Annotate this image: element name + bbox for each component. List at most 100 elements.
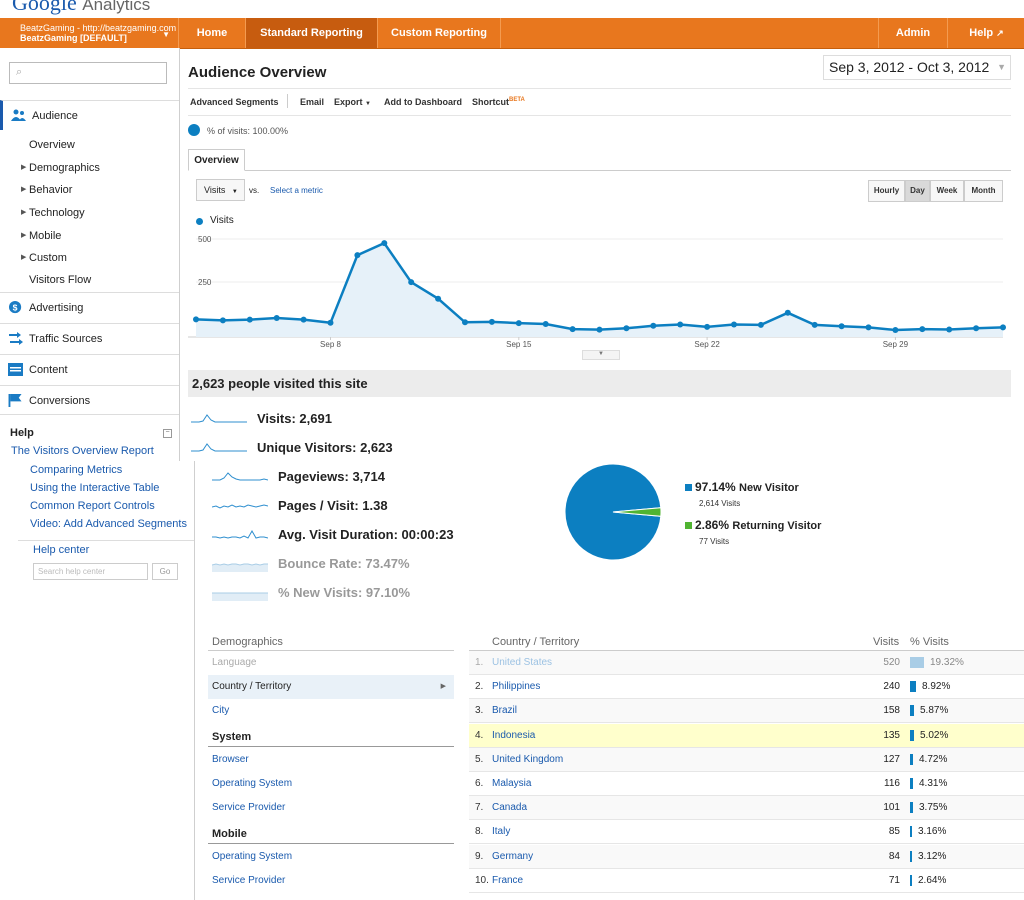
country-link[interactable]: Indonesia [492, 729, 536, 741]
sidebar-search-input[interactable]: ⌕ [9, 62, 167, 84]
collapse-icon[interactable]: − [163, 429, 172, 438]
metric--new-visits[interactable]: % New Visits: 97.10% [278, 585, 410, 600]
chart-resize-handle[interactable]: ▼ [582, 350, 620, 360]
sidebar-subitem-visitors-flow[interactable]: Visitors Flow [29, 274, 92, 286]
sidebar-subitem-custom[interactable]: ▶ Custom [0, 247, 179, 269]
email-button[interactable]: Email [300, 97, 325, 107]
data-point[interactable] [193, 316, 199, 323]
date-range-picker[interactable]: Sep 3, 2012 - Oct 3, 2012 ▼ [823, 55, 1011, 80]
system-operating-system[interactable]: Operating System [212, 778, 293, 789]
col-pct-visits[interactable]: % Visits [910, 636, 949, 648]
data-point[interactable] [623, 325, 630, 332]
country-link[interactable]: Brazil [492, 705, 518, 717]
visitor-type-pie-chart[interactable] [562, 462, 666, 562]
help-link-comparing-metrics[interactable]: Comparing Metrics [30, 464, 123, 476]
demographic-city[interactable]: City [212, 705, 230, 716]
data-point[interactable] [946, 326, 953, 333]
table-row[interactable]: 2. Philippines 240 8.92% [469, 675, 1024, 700]
sidebar-item-advertising[interactable]: $ Advertising [0, 292, 179, 322]
advanced-segments-button[interactable]: Advanced Segments [190, 97, 279, 107]
metric-pages-visit[interactable]: Pages / Visit: 1.38 [278, 498, 388, 513]
tab-overview[interactable]: Overview [188, 149, 245, 171]
table-row[interactable]: 10. France 71 2.64% [469, 869, 1024, 893]
data-point[interactable] [865, 324, 872, 331]
granularity-week[interactable]: Week [930, 180, 964, 202]
shortcut-button[interactable]: ShortcutBETA [472, 97, 525, 107]
help-link-report-controls[interactable]: Common Report Controls [30, 500, 155, 512]
sidebar-subitem-mobile[interactable]: ▶ Mobile [0, 225, 179, 247]
sidebar-subitem-overview[interactable]: Overview [29, 139, 75, 151]
sidebar-subitem-demographics[interactable]: ▶ Demographics [0, 157, 179, 179]
system-service-provider[interactable]: Service Provider [212, 802, 286, 813]
mobile-service-provider[interactable]: Service Provider [212, 875, 286, 886]
table-row[interactable]: 7. Canada 101 3.75% [469, 796, 1024, 821]
help-link[interactable]: Help ↗ [947, 18, 1024, 48]
sidebar-item-conversions[interactable]: Conversions [0, 385, 179, 415]
account-selector[interactable]: BeatzGaming - http://beatzgaming.com Bea… [0, 18, 178, 48]
mobile-operating-system[interactable]: Operating System [212, 851, 293, 862]
help-search-go-button[interactable]: Go [152, 563, 178, 580]
google-analytics-logo[interactable]: Google Analytics [12, 0, 151, 15]
table-row[interactable]: 1. United States 520 19.32% [469, 651, 1024, 675]
table-row[interactable]: 4. Indonesia 135 5.02% [469, 723, 1024, 748]
tab-home[interactable]: Home [178, 18, 245, 48]
data-point[interactable] [569, 326, 576, 333]
system-browser[interactable]: Browser [212, 754, 249, 765]
data-point[interactable] [650, 322, 657, 329]
data-point[interactable] [757, 321, 764, 328]
help-link-video-segments[interactable]: Video: Add Advanced Segments [30, 518, 187, 530]
metric-unique-visitors[interactable]: Unique Visitors: 2,623 [257, 440, 393, 455]
data-point[interactable] [219, 317, 226, 324]
sidebar-subitem-technology[interactable]: ▶ Technology [0, 202, 179, 224]
country-link[interactable]: Malaysia [492, 778, 532, 789]
table-row[interactable]: 9. Germany 84 3.12% [469, 844, 1024, 869]
data-point[interactable] [273, 314, 280, 321]
country-link[interactable]: Philippines [492, 681, 541, 693]
data-point[interactable] [515, 320, 522, 327]
granularity-hourly[interactable]: Hourly [868, 180, 905, 202]
data-point[interactable] [811, 321, 818, 328]
data-point[interactable] [462, 319, 468, 326]
country-link[interactable]: United States [492, 657, 553, 668]
data-point[interactable] [1000, 324, 1006, 331]
tab-standard-reporting[interactable]: Standard Reporting [245, 18, 377, 48]
data-point[interactable] [354, 252, 361, 259]
add-to-dashboard-button[interactable]: Add to Dashboard [384, 97, 462, 107]
select-metric-link[interactable]: Select a metric [270, 186, 323, 195]
table-row[interactable]: 3. Brazil 158 5.87% [469, 699, 1024, 724]
sidebar-item-content[interactable]: Content [0, 354, 179, 384]
metric-visits[interactable]: Visits: 2,691 [257, 411, 332, 426]
sidebar-item-audience[interactable]: Audience [0, 100, 179, 130]
table-row[interactable]: 6. Malaysia 116 4.31% [469, 772, 1024, 796]
country-link[interactable]: United Kingdom [492, 753, 564, 765]
data-point[interactable] [596, 326, 603, 333]
data-point[interactable] [973, 325, 980, 332]
granularity-day[interactable]: Day [905, 180, 930, 202]
help-center-link[interactable]: Help center [33, 544, 90, 556]
data-point[interactable] [677, 321, 684, 328]
granularity-month[interactable]: Month [964, 180, 1003, 202]
export-button[interactable]: Export ▼ [334, 97, 371, 107]
metric-bounce-rate[interactable]: Bounce Rate: 73.47% [278, 556, 410, 571]
table-row[interactable]: 8. Italy 85 3.16% [469, 820, 1024, 845]
tab-custom-reporting[interactable]: Custom Reporting [377, 18, 500, 48]
pie-slice-new-visitor[interactable] [564, 463, 662, 561]
table-row[interactable]: 5. United Kingdom 127 4.72% [469, 747, 1024, 772]
admin-link[interactable]: Admin [878, 18, 947, 48]
demographic-language[interactable]: Language [212, 657, 257, 668]
data-point[interactable] [542, 320, 549, 327]
country-link[interactable]: Italy [492, 826, 511, 838]
data-point[interactable] [838, 323, 845, 330]
country-link[interactable]: Germany [492, 850, 534, 862]
data-point[interactable] [435, 295, 442, 302]
data-point[interactable] [919, 326, 926, 333]
data-point[interactable] [784, 309, 791, 316]
data-point[interactable] [704, 323, 711, 330]
sidebar-item-traffic-sources[interactable]: Traffic Sources [0, 323, 179, 353]
pie-slice-returning-visitor[interactable] [612, 507, 662, 517]
visits-line-chart[interactable]: 500 250 Sep 8 Sep 15 Sep 22 Sep 29 [188, 228, 1011, 358]
col-visits[interactable]: Visits [873, 636, 900, 648]
metric-avg-visit-duration[interactable]: Avg. Visit Duration: 00:00:23 [278, 527, 454, 542]
demographic-country[interactable]: Country / Territory ▶ [208, 675, 454, 699]
help-search-input[interactable]: Search help center [33, 563, 148, 580]
